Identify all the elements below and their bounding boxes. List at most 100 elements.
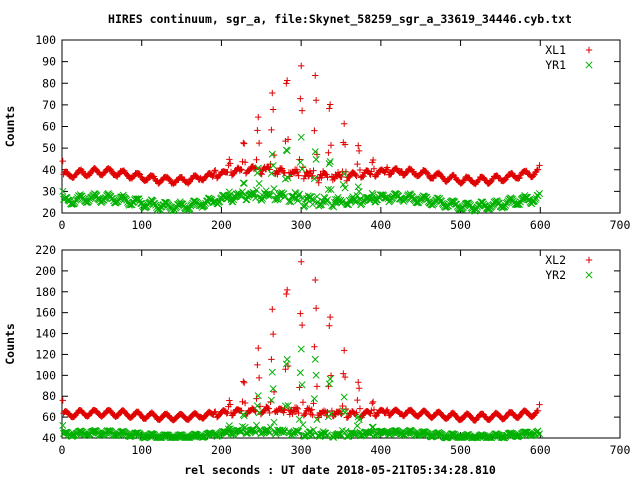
data-point <box>265 405 272 412</box>
data-point <box>295 192 303 200</box>
data-point <box>267 160 274 168</box>
data-point <box>269 306 276 313</box>
data-point <box>356 405 364 412</box>
legend-label: XL2 <box>545 253 566 267</box>
data-point <box>268 356 275 363</box>
x-tick-label: 400 <box>370 443 391 457</box>
x-tick-label: 300 <box>291 443 312 457</box>
data-point <box>78 192 86 200</box>
data-point <box>295 190 304 198</box>
data-point <box>297 95 304 102</box>
y-tick-label: 120 <box>35 347 56 361</box>
data-point <box>313 415 321 424</box>
data-point <box>326 105 333 112</box>
data-point <box>241 140 248 147</box>
data-point <box>310 400 317 407</box>
data-point <box>226 401 234 408</box>
data-point <box>353 192 361 200</box>
data-point <box>59 187 67 195</box>
data-point <box>472 433 480 442</box>
data-point <box>340 393 348 401</box>
legend-marker <box>585 46 593 54</box>
data-point <box>326 322 333 329</box>
data-point <box>226 397 233 404</box>
data-point <box>135 195 143 203</box>
data-point <box>283 147 291 155</box>
data-point <box>424 170 431 177</box>
data-point <box>324 185 332 193</box>
data-point <box>353 172 360 180</box>
data-point <box>324 174 331 181</box>
data-point <box>323 196 332 204</box>
data-point <box>311 355 319 363</box>
data-point <box>265 427 273 435</box>
data-point <box>341 184 349 192</box>
data-point <box>299 399 307 406</box>
data-point <box>355 187 363 195</box>
y-axis-label: Counts <box>3 323 17 365</box>
data-point <box>254 392 262 400</box>
data-point <box>59 397 66 404</box>
data-point <box>254 164 262 172</box>
data-point <box>236 427 244 435</box>
data-point <box>269 89 276 97</box>
y-tick-label: 100 <box>35 368 56 382</box>
data-point <box>299 421 307 429</box>
x-tick-label: 600 <box>530 443 551 457</box>
data-point <box>269 330 277 338</box>
data-point <box>340 120 348 127</box>
data-point <box>254 361 261 369</box>
data-point <box>309 172 316 179</box>
y-tick-label: 20 <box>42 206 56 220</box>
x-axis-label: rel seconds : UT date 2018-05-21T05:34:2… <box>184 463 496 477</box>
x-tick-label: 0 <box>59 443 66 457</box>
data-point <box>327 142 335 149</box>
data-point <box>355 147 363 155</box>
data-point <box>312 97 320 104</box>
data-point <box>293 404 301 411</box>
legend-label: YR2 <box>545 268 566 282</box>
data-point <box>253 156 260 163</box>
data-point <box>240 378 247 385</box>
y-tick-label: 40 <box>42 431 56 445</box>
data-point <box>479 198 487 206</box>
legend-marker <box>585 61 593 69</box>
data-point <box>535 189 544 198</box>
data-point <box>255 344 262 352</box>
data-point <box>349 193 357 201</box>
y-tick-label: 180 <box>35 285 56 299</box>
x-tick-label: 100 <box>131 443 152 457</box>
data-point <box>140 434 148 442</box>
data-point <box>360 173 367 180</box>
data-point <box>312 276 319 284</box>
data-point <box>284 136 292 143</box>
data-point <box>521 428 529 436</box>
x-tick-label: 0 <box>59 218 66 232</box>
data-point <box>310 167 317 174</box>
data-point <box>327 186 335 194</box>
data-point <box>212 167 219 174</box>
plot-frame <box>61 249 621 439</box>
data-point <box>370 406 378 413</box>
data-point <box>412 198 420 206</box>
data-point <box>297 345 305 353</box>
data-point <box>283 77 291 84</box>
data-point <box>293 427 301 436</box>
x-tick-label: 100 <box>131 218 152 232</box>
data-point <box>295 409 302 417</box>
y-tick-label: 160 <box>35 306 56 320</box>
data-point <box>340 170 348 178</box>
data-point <box>268 150 276 158</box>
data-point <box>352 171 359 179</box>
data-point <box>281 402 289 410</box>
data-point <box>310 395 318 403</box>
data-point <box>354 183 362 191</box>
data-point <box>280 429 288 437</box>
data-point <box>325 149 332 156</box>
data-point <box>354 396 361 404</box>
data-point <box>201 201 209 209</box>
data-point <box>138 200 146 208</box>
data-point <box>226 156 233 163</box>
x-tick-label: 600 <box>530 218 551 232</box>
data-point <box>223 410 230 417</box>
